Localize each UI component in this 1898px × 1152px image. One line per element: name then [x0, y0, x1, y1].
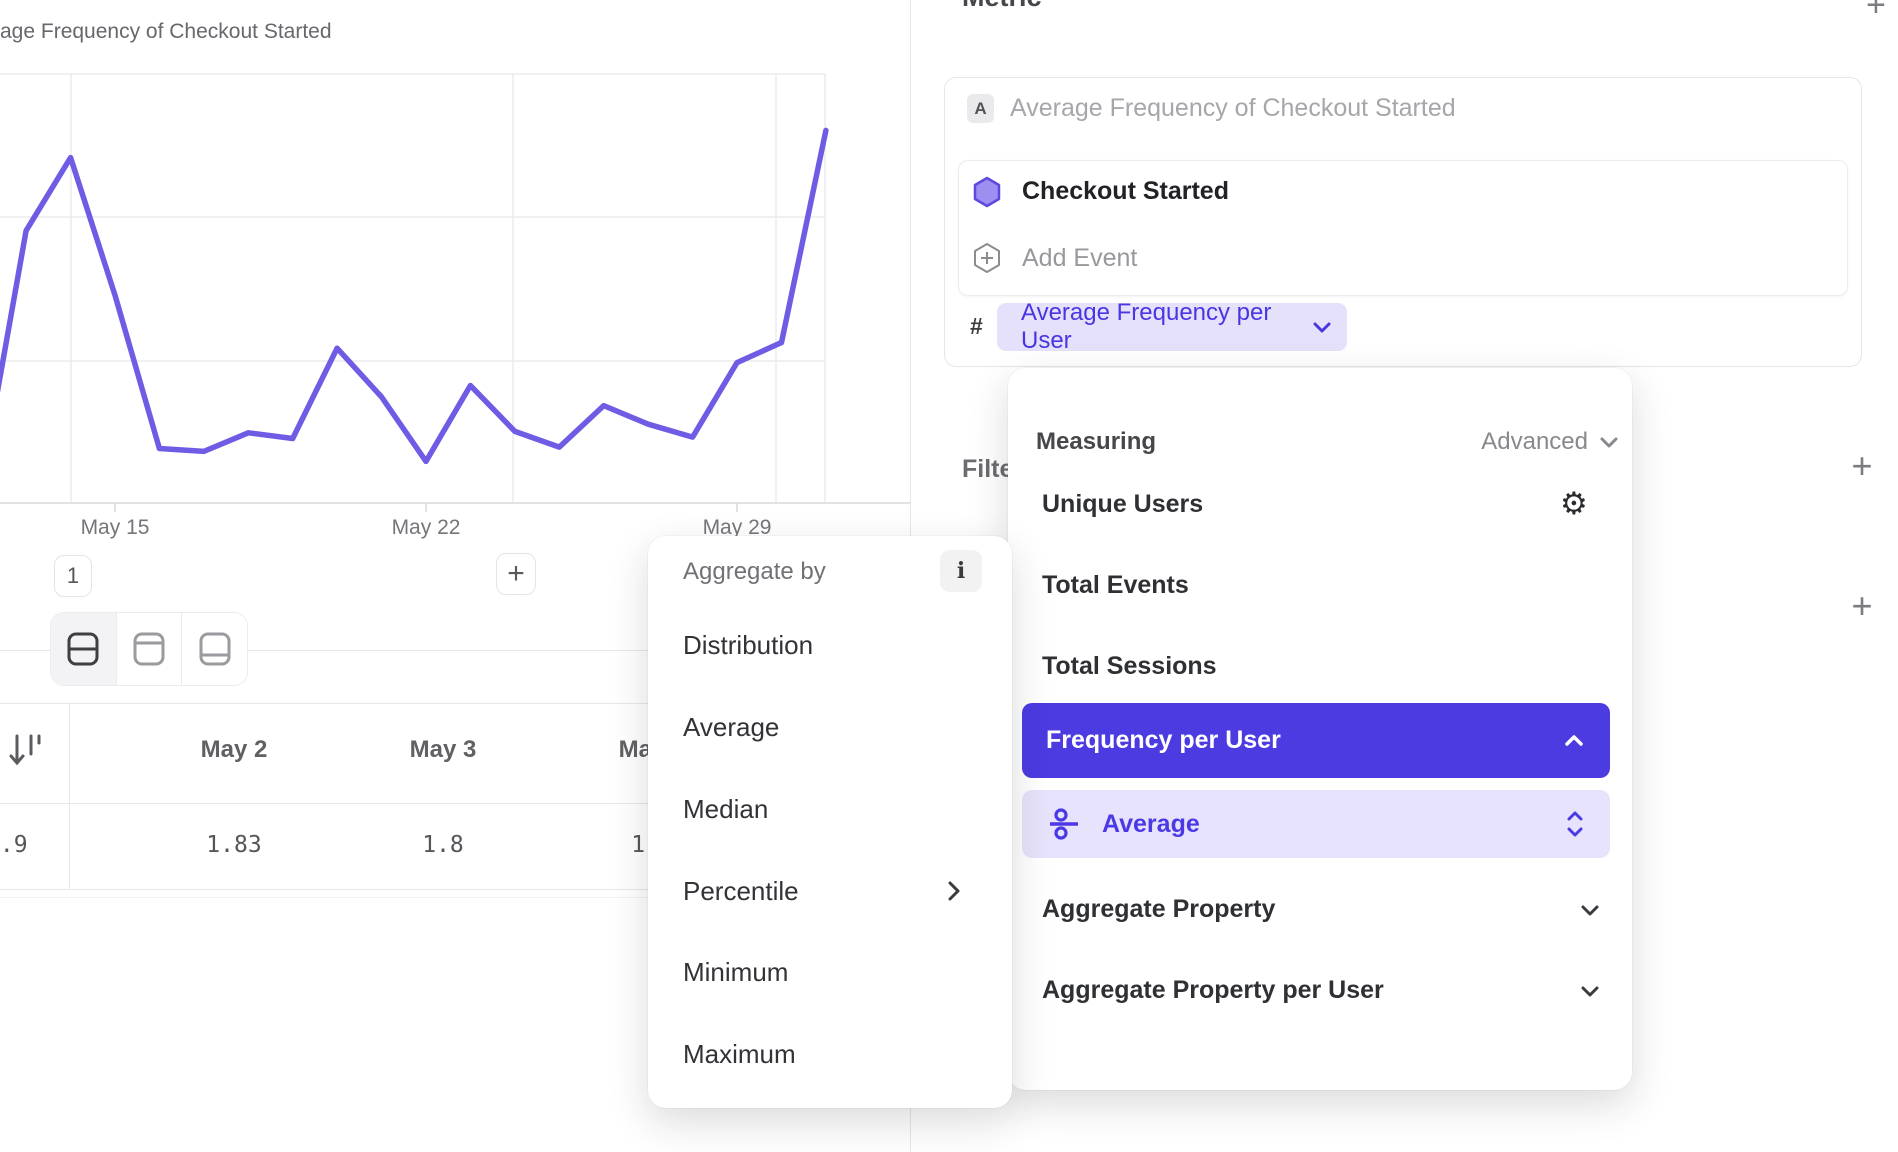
chevron-down-icon — [1598, 435, 1620, 449]
event-card — [958, 160, 1848, 296]
menu-item-aggregate-property-per-user[interactable]: Aggregate Property per User — [1042, 976, 1602, 1005]
gear-icon[interactable]: ⚙ — [1560, 486, 1588, 521]
top-pane-icon — [132, 630, 166, 668]
measurement-hash-icon: # — [970, 313, 983, 339]
table-border — [0, 803, 911, 804]
add-metric-button[interactable]: + — [1866, 0, 1886, 24]
chevron-down-icon — [1578, 902, 1602, 918]
chevron-up-icon — [1562, 733, 1586, 749]
table-border — [0, 889, 911, 890]
menu-item-label: Aggregate Property per User — [1042, 976, 1384, 1004]
section-divider — [0, 650, 911, 651]
event-name[interactable]: Checkout Started — [1022, 177, 1229, 205]
chevron-down-icon — [1311, 320, 1333, 334]
line-chart[interactable] — [0, 0, 940, 550]
table-header-cell[interactable]: May 2 — [200, 736, 268, 763]
add-event-icon — [972, 242, 1002, 274]
chevron-down-icon — [1578, 983, 1602, 999]
metric-section-heading: Metric — [962, 0, 1042, 13]
chart-series-line — [0, 127, 829, 465]
add-breakdown-button[interactable]: + — [1851, 585, 1873, 626]
split-view-icon — [66, 630, 100, 668]
advanced-label: Advanced — [1481, 428, 1588, 455]
add-filter-button[interactable]: + — [1851, 445, 1873, 486]
measurement-dropdown-label: Average Frequency per User — [1021, 299, 1272, 354]
menu-item-unique-users[interactable]: Unique Users — [1042, 490, 1204, 518]
sort-column-icon[interactable] — [8, 730, 42, 770]
table-cell: 1.9 — [0, 832, 28, 858]
advanced-toggle[interactable]: Advanced — [1460, 428, 1620, 456]
metric-name-input[interactable]: Average Frequency of Checkout Started — [1010, 94, 1456, 122]
layout-chart-only-button[interactable] — [115, 613, 182, 685]
menu-item-maximum[interactable]: Maximum — [683, 1039, 796, 1069]
menu-item-label: Aggregate Property — [1042, 895, 1276, 923]
aggregate-by-dropdown-panel — [648, 536, 1012, 1108]
measurement-dropdown[interactable]: Average Frequency per User — [997, 299, 1347, 354]
table-header-cell[interactable]: May 3 — [409, 736, 477, 763]
info-icon[interactable]: i — [940, 550, 982, 592]
table-border — [0, 703, 911, 704]
x-axis-label: May 29 — [702, 516, 772, 539]
menu-item-total-events[interactable]: Total Events — [1042, 571, 1189, 599]
bucket-size-button[interactable]: 1 — [54, 555, 92, 597]
layout-table-only-button[interactable] — [181, 613, 247, 685]
metric-letter-badge: A — [967, 94, 994, 123]
layout-split-view-button[interactable] — [51, 613, 116, 685]
x-axis-label: May 15 — [80, 516, 150, 539]
event-hexagon-icon — [972, 176, 1002, 208]
table-cell: 1.8 — [422, 832, 464, 858]
average-aggregation-icon — [1046, 806, 1082, 842]
x-axis-label: May 22 — [391, 516, 461, 539]
menu-item-distribution[interactable]: Distribution — [683, 630, 814, 660]
selected-item-label: Frequency per User — [1046, 726, 1281, 754]
add-button[interactable]: + — [496, 553, 536, 595]
aggregate-by-title: Aggregate by — [683, 558, 826, 585]
chart-title: age Frequency of Checkout Started — [0, 20, 332, 43]
menu-item-average[interactable]: Average — [683, 712, 780, 742]
menu-item-aggregate-property[interactable]: Aggregate Property — [1042, 895, 1602, 924]
measuring-title: Measuring — [1036, 428, 1157, 455]
sub-selected-label: Average — [1102, 809, 1200, 838]
table-column-border — [69, 703, 70, 889]
up-down-selector-icon — [1564, 809, 1586, 839]
layout-segmented-control — [50, 612, 248, 686]
menu-item-minimum[interactable]: Minimum — [683, 957, 789, 987]
table-cell: 1.83 — [206, 832, 262, 858]
menu-item-frequency-per-user-selected[interactable]: Frequency per User — [1022, 703, 1610, 778]
add-event-button[interactable]: Add Event — [1022, 244, 1138, 272]
menu-subitem-average[interactable]: Average — [1022, 790, 1610, 858]
menu-item-percentile[interactable]: Percentile — [683, 876, 799, 906]
menu-item-median[interactable]: Median — [683, 794, 769, 824]
menu-item-total-sessions[interactable]: Total Sessions — [1042, 652, 1217, 680]
table-border — [0, 897, 911, 898]
bottom-pane-icon — [198, 630, 232, 668]
chevron-right-icon — [946, 878, 962, 904]
